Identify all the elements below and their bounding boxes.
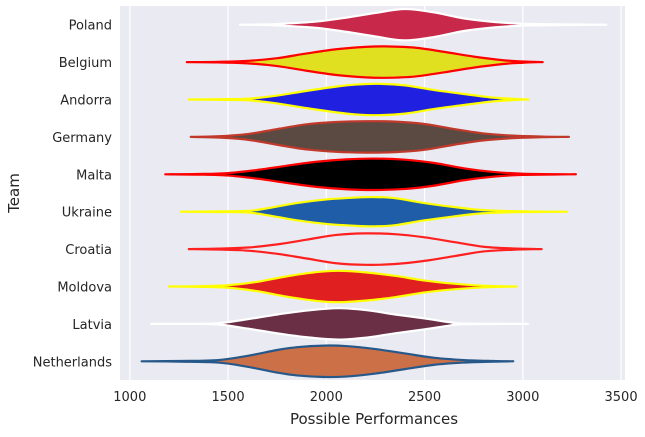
x-tick-label: 3500 [605, 390, 638, 405]
violin-netherlands [140, 344, 515, 379]
x-tick-labels: 1000 1500 2000 2500 3000 3500 [113, 390, 637, 405]
y-tick-label: Andorra [60, 94, 112, 109]
y-tick-label: Germany [52, 131, 112, 146]
y-tick-labels: Poland Belgium Andorra Germany Malta Ukraine C… [33, 19, 113, 371]
violin-croatia [187, 232, 543, 266]
violin-latvia [150, 307, 530, 341]
violin-belgium [185, 45, 544, 79]
x-tick-label: 1500 [212, 390, 245, 405]
violin-germany [189, 120, 571, 154]
x-tick-label: 1000 [113, 390, 146, 405]
violin-andorra [187, 82, 530, 117]
violin-poland [238, 7, 608, 42]
y-tick-label: Moldova [57, 281, 112, 296]
y-tick-label: Poland [69, 19, 112, 34]
x-axis-label: Possible Performances [290, 410, 458, 428]
y-tick-label: Belgium [59, 56, 112, 71]
y-tick-label: Netherlands [33, 355, 112, 370]
y-tick-label: Ukraine [62, 206, 112, 221]
x-tick-label: 3000 [506, 390, 539, 405]
x-tick-label: 2500 [408, 390, 441, 405]
violins [140, 7, 608, 379]
y-tick-label: Croatia [65, 243, 112, 258]
violin-moldova [168, 269, 518, 304]
x-tick-label: 2000 [310, 390, 343, 405]
violin-ukraine [179, 195, 569, 228]
violin-malta [164, 157, 577, 192]
y-tick-label: Malta [76, 168, 112, 183]
y-tick-label: Latvia [72, 318, 112, 333]
y-axis-label: Team [5, 173, 23, 214]
